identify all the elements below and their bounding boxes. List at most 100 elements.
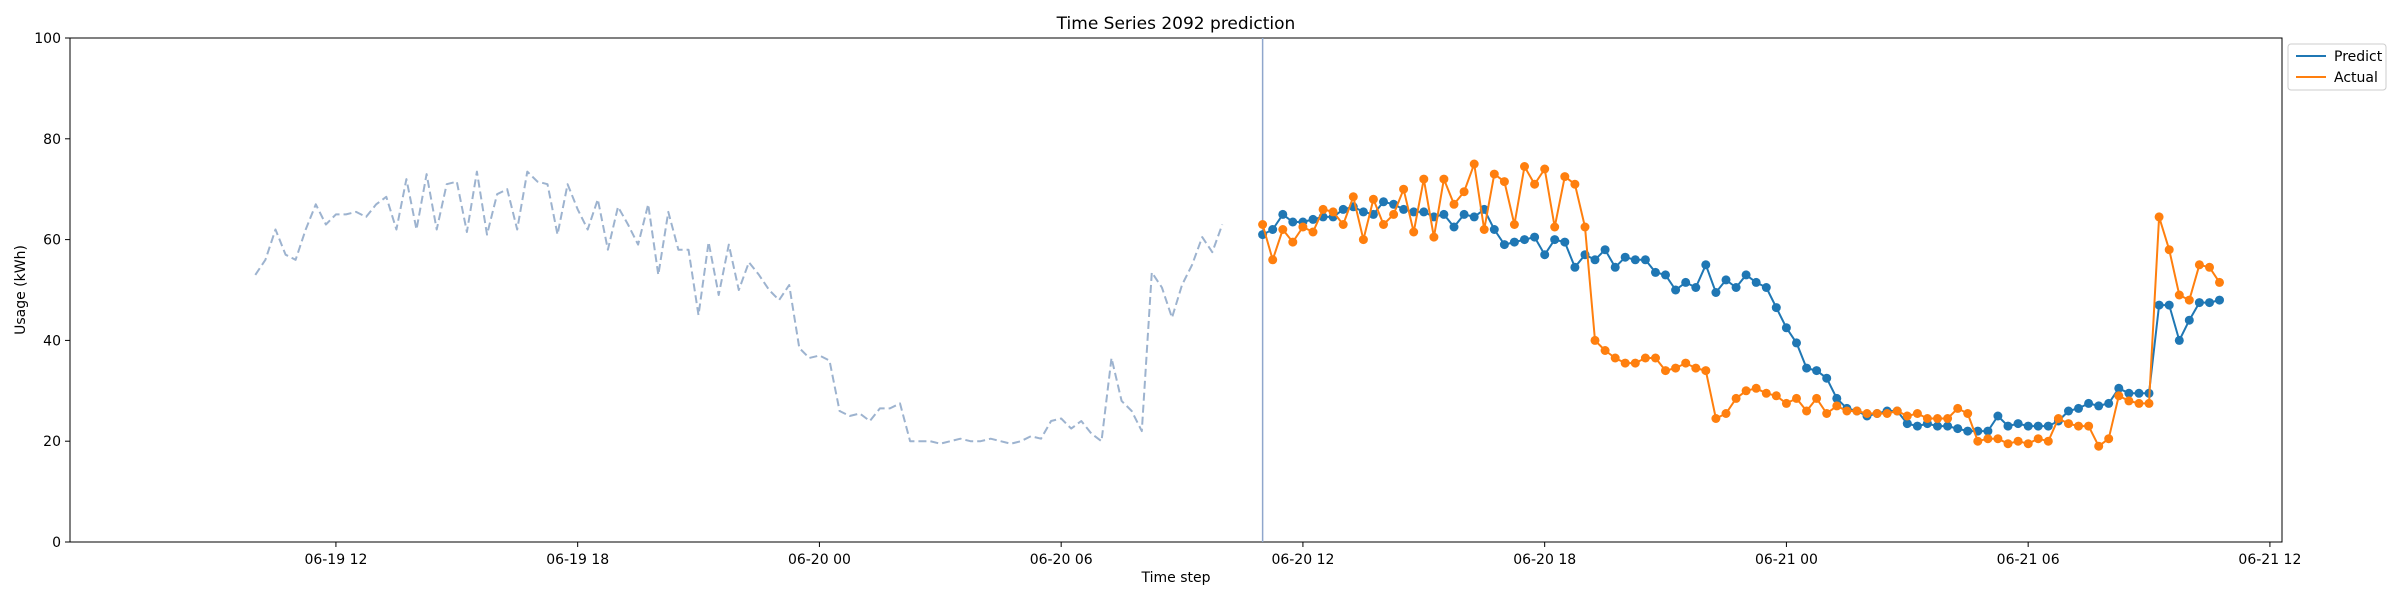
data-point-actual (1459, 187, 1469, 197)
data-point-predict (1520, 235, 1529, 245)
data-point-predict (1751, 277, 1761, 287)
data-point-actual (1308, 227, 1318, 237)
data-point-predict (2184, 315, 2194, 325)
data-point-actual (2104, 434, 2114, 444)
data-point-actual (1822, 409, 1832, 418)
data-point-predict (1711, 288, 1721, 297)
data-point-predict (1912, 421, 1922, 431)
data-point-actual (1379, 220, 1388, 229)
data-point-predict (2013, 419, 2023, 429)
data-point-actual (1550, 222, 1560, 232)
data-point-actual (1439, 174, 1449, 184)
data-point-predict (2174, 335, 2184, 345)
data-point-actual (1560, 172, 1570, 182)
data-point-actual (2043, 436, 2053, 446)
data-point-actual (1842, 406, 1852, 416)
data-point-predict (1409, 207, 1419, 217)
data-point-actual (1781, 398, 1791, 408)
y-tick-label: 0 (52, 535, 61, 551)
data-point-actual (1640, 353, 1650, 363)
y-tick-label: 20 (43, 434, 61, 450)
data-point-actual (1419, 174, 1429, 184)
data-point-predict (1661, 270, 1670, 280)
data-point-actual (2154, 212, 2164, 222)
x-tick-label: 06-19 18 (546, 552, 609, 568)
data-point-predict (1802, 363, 1812, 373)
data-point-actual (2114, 391, 2124, 401)
data-point-actual (1298, 222, 1308, 232)
x-axis-ticks: 06-19 12 06-19 18 06-20 00 06-20 06 06-20 12… (304, 542, 2301, 568)
data-point-predict (1832, 393, 1842, 403)
data-point-actual (1922, 414, 1932, 423)
data-point-predict (1671, 285, 1681, 295)
data-point-actual (2094, 441, 2104, 451)
data-point-actual (1973, 436, 1983, 446)
data-point-predict (2084, 398, 2094, 408)
x-tick-label: 06-21 00 (1755, 552, 1818, 568)
data-point-actual (1499, 177, 1509, 187)
data-point-predict (1379, 197, 1388, 207)
data-point-predict (2003, 421, 2013, 431)
y-tick-label: 100 (34, 31, 61, 47)
axes-frame (69, 37, 2283, 543)
data-point-predict (1731, 283, 1741, 292)
data-point-actual (1449, 199, 1459, 209)
legend-label-predict: Predict (2334, 49, 2383, 65)
data-point-actual (1600, 346, 1610, 355)
data-point-actual (1479, 225, 1489, 234)
series-points-actual (1258, 159, 2224, 451)
legend-label-actual: Actual (2334, 70, 2378, 86)
data-point-predict (1590, 255, 1600, 265)
data-point-predict (1620, 252, 1630, 262)
data-point-actual (1520, 162, 1529, 171)
data-point-actual (1258, 220, 1268, 229)
data-point-actual (1348, 192, 1358, 202)
data-point-predict (1268, 225, 1278, 234)
data-point-predict (1651, 267, 1660, 277)
data-point-predict (1550, 235, 1560, 245)
data-point-predict (1600, 245, 1610, 255)
data-point-predict (1701, 260, 1711, 270)
data-point-actual (2124, 396, 2134, 406)
data-point-predict (1610, 262, 1620, 272)
data-point-predict (2074, 403, 2083, 413)
data-point-actual (1399, 184, 1409, 194)
x-tick-label: 06-20 12 (1271, 552, 1334, 568)
x-tick-label: 06-21 06 (1997, 552, 2060, 568)
data-point-actual (1590, 335, 1600, 345)
data-point-predict (1560, 237, 1570, 247)
y-tick-label: 40 (43, 333, 61, 349)
data-point-actual (1580, 222, 1590, 232)
data-point-predict (1399, 204, 1409, 214)
data-point-actual (2023, 439, 2033, 449)
data-point-actual (1429, 232, 1439, 242)
data-point-predict (1288, 217, 1298, 227)
data-point-predict (1781, 323, 1791, 333)
data-point-actual (2064, 419, 2073, 429)
data-point-actual (1268, 255, 1278, 265)
data-point-predict (1771, 303, 1781, 313)
data-point-actual (1933, 414, 1942, 423)
data-point-actual (1651, 353, 1660, 363)
data-point-actual (1802, 406, 1812, 416)
data-point-actual (1620, 358, 1630, 368)
data-point-actual (1278, 225, 1288, 234)
data-point-actual (1630, 358, 1640, 368)
data-point-predict (1449, 222, 1459, 232)
chart-title: Time Series 2092 prediction (1056, 14, 1296, 34)
data-point-actual (1681, 358, 1691, 368)
x-tick-label: 06-19 12 (304, 552, 367, 568)
data-point-actual (1358, 235, 1368, 245)
data-point-actual (2215, 277, 2224, 287)
data-point-predict (1963, 426, 1973, 436)
data-point-predict (1691, 283, 1701, 292)
x-tick-label: 06-20 00 (788, 552, 851, 568)
data-point-predict (1338, 204, 1348, 214)
data-point-actual (1912, 409, 1922, 418)
data-point-actual (1570, 179, 1580, 189)
data-point-actual (1872, 409, 1882, 418)
data-point-actual (1368, 194, 1378, 204)
data-point-actual (1751, 383, 1761, 393)
data-point-actual (1771, 391, 1781, 401)
data-point-predict (1741, 270, 1751, 280)
